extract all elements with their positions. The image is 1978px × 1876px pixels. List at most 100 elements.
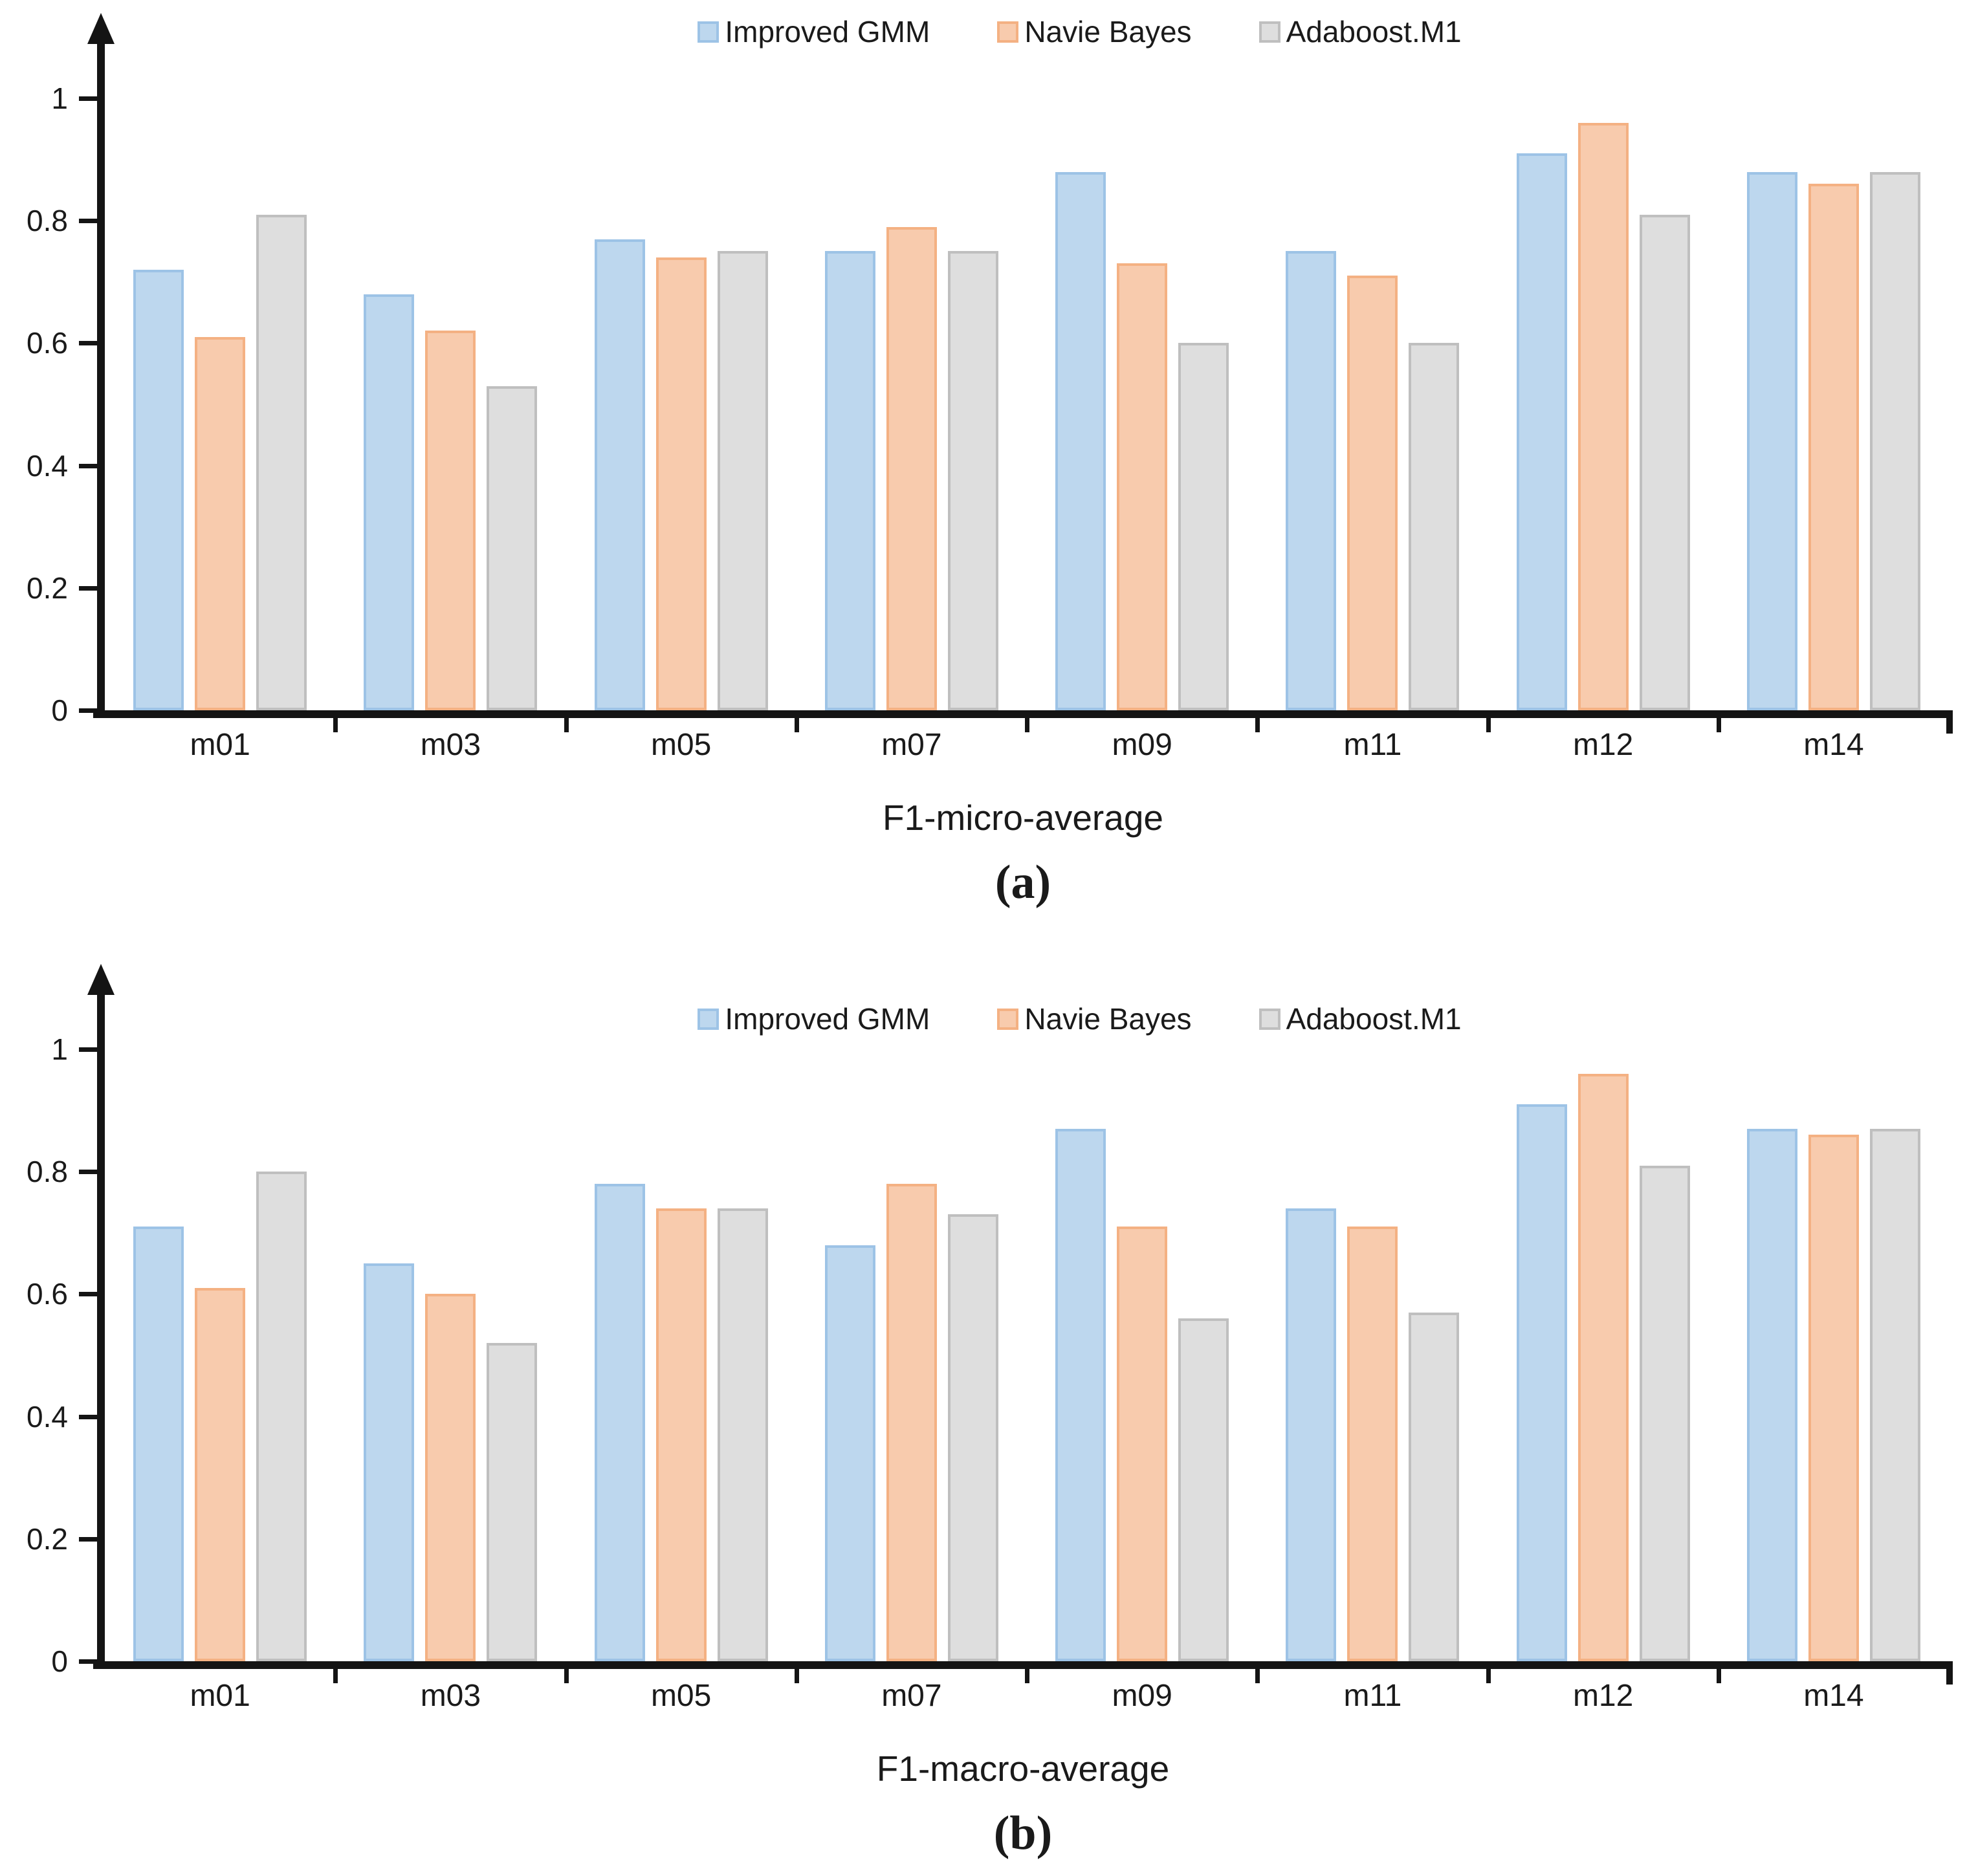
y-tick-label: 0.4: [27, 1399, 68, 1434]
bar-navie-bayes-m05: [655, 1208, 707, 1661]
x-category-label-m11: m11: [1343, 1679, 1402, 1713]
bar-improved-gmm-m11: [1286, 251, 1337, 710]
x-category-label-m05: m05: [650, 728, 712, 762]
y-tick-label: 0: [51, 693, 68, 727]
y-axis-tick: [79, 96, 97, 101]
bar-improved-gmm-m05: [594, 239, 645, 710]
bar-adaboost-m1-m12: [1639, 215, 1690, 710]
bar-improved-gmm-m03: [364, 294, 415, 710]
bar-adaboost-m1-m05: [717, 251, 768, 710]
legend-label: Adaboost.M1: [1286, 1002, 1462, 1036]
y-tick-label: 0.8: [27, 204, 68, 238]
bar-improved-gmm-m14: [1746, 172, 1797, 710]
bar-adaboost-m1-m14: [1869, 172, 1920, 710]
legend-swatch-improved-gmm: [698, 21, 720, 43]
x-axis-tick: [1716, 1669, 1721, 1683]
legend-label: Improved GMM: [725, 1002, 930, 1036]
y-axis-tick: [79, 1292, 97, 1297]
x-axis-tick: [1025, 718, 1029, 732]
bar-adaboost-m1-m01: [256, 215, 307, 710]
bar-group-m12: [1488, 98, 1719, 710]
legend-label: Navie Bayes: [1024, 15, 1192, 49]
bar-improved-gmm-m14: [1746, 1129, 1797, 1661]
bar-improved-gmm-m01: [133, 1227, 184, 1661]
bar-navie-bayes-m11: [1347, 1227, 1398, 1661]
bar-adaboost-m1-m12: [1639, 1166, 1690, 1661]
x-axis-tick: [1255, 1669, 1260, 1683]
bar-improved-gmm-m05: [594, 1184, 645, 1661]
legend-item-navie-bayes: Navie Bayes: [997, 15, 1192, 49]
bar-improved-gmm-m12: [1516, 153, 1567, 710]
legend-swatch-navie-bayes: [997, 21, 1019, 43]
x-category-label-m09: m09: [1112, 728, 1172, 762]
bar-adaboost-m1-m07: [947, 1214, 998, 1661]
bar-navie-bayes-m07: [886, 1184, 937, 1661]
y-axis-tick: [79, 1536, 97, 1542]
x-category-label-m09: m09: [1112, 1679, 1172, 1713]
bar-group-m11: [1257, 98, 1488, 710]
x-axis-tick: [1716, 718, 1721, 732]
chart-title: F1-macro-average: [876, 1749, 1170, 1789]
figure-caption-b: (b): [993, 1807, 1053, 1860]
x-axis-end-cap: [1946, 1665, 1953, 1685]
x-axis-end-cap: [1946, 714, 1953, 734]
bar-group-m05: [566, 1049, 797, 1661]
bar-adaboost-m1-m05: [717, 1208, 768, 1661]
x-axis-category-labels: m01 m03 m05 m07 m09 m11 m12 m14: [105, 727, 1949, 763]
y-axis-tick: [79, 341, 97, 346]
y-tick-label: 0: [51, 1644, 68, 1678]
x-category-label-m01: m01: [190, 728, 250, 762]
legend-swatch-improved-gmm: [698, 1008, 720, 1030]
bar-navie-bayes-m09: [1117, 1227, 1168, 1661]
bar-navie-bayes-m03: [425, 331, 476, 710]
plot-area: 0 0.2 0.4 0.6 0.8 1: [27, 13, 1953, 734]
x-axis-tick: [794, 718, 799, 732]
bar-group-m03: [335, 1049, 566, 1661]
bar-improved-gmm-m09: [1055, 172, 1106, 710]
x-category-label-m14: m14: [1803, 1679, 1864, 1713]
x-axis-tick: [1255, 718, 1260, 732]
y-axis-arrow-icon: [87, 964, 115, 995]
bar-group-m11: [1257, 1049, 1488, 1661]
bar-improved-gmm-m01: [133, 270, 184, 710]
bar-navie-bayes-m07: [886, 227, 937, 710]
legend: Improved GMM Navie Bayes Adaboost.M1: [91, 1004, 1978, 1034]
x-axis-tick: [1025, 1669, 1029, 1683]
bar-adaboost-m1-m14: [1869, 1129, 1920, 1661]
bar-group-m12: [1488, 1049, 1719, 1661]
y-axis-tick: [79, 1414, 97, 1419]
bar-improved-gmm-m07: [824, 251, 875, 710]
x-category-label-m05: m05: [650, 1679, 712, 1713]
bar-navie-bayes-m11: [1347, 276, 1398, 710]
y-axis-tick: [79, 1659, 97, 1664]
legend-swatch-navie-bayes: [997, 1008, 1019, 1030]
bar-group-m07: [797, 98, 1027, 710]
bar-adaboost-m1-m09: [1178, 343, 1229, 710]
x-category-label-m14: m14: [1803, 728, 1864, 762]
x-axis-tick: [564, 1669, 569, 1683]
bar-adaboost-m1-m01: [256, 1172, 307, 1661]
chart-title: F1-micro-average: [882, 798, 1163, 838]
y-axis-tick: [79, 585, 97, 591]
x-axis-tick: [1486, 718, 1491, 732]
bar-navie-bayes-m03: [425, 1294, 476, 1661]
legend-swatch-adaboost-m1: [1258, 21, 1280, 43]
bar-navie-bayes-m05: [655, 257, 707, 710]
x-axis-category-labels: m01 m03 m05 m07 m09 m11 m12 m14: [105, 1678, 1949, 1714]
bar-group-m01: [105, 98, 335, 710]
bar-group-m01: [105, 1049, 335, 1661]
x-category-label-m12: m12: [1572, 1679, 1634, 1713]
y-axis-line: [97, 43, 105, 717]
legend-label: Navie Bayes: [1024, 1002, 1192, 1036]
y-tick-label: 0.6: [27, 1277, 68, 1311]
legend-item-navie-bayes: Navie Bayes: [997, 1002, 1192, 1036]
y-tick-label: 0.2: [27, 571, 68, 605]
bar-group-m03: [335, 98, 566, 710]
x-category-label-m03: m03: [420, 728, 481, 762]
y-tick-label: 0.6: [27, 326, 68, 360]
bar-improved-gmm-m11: [1286, 1208, 1337, 1661]
bar-navie-bayes-m12: [1577, 123, 1629, 710]
bar-adaboost-m1-m07: [947, 251, 998, 710]
y-axis-arrow-icon: [87, 13, 115, 44]
